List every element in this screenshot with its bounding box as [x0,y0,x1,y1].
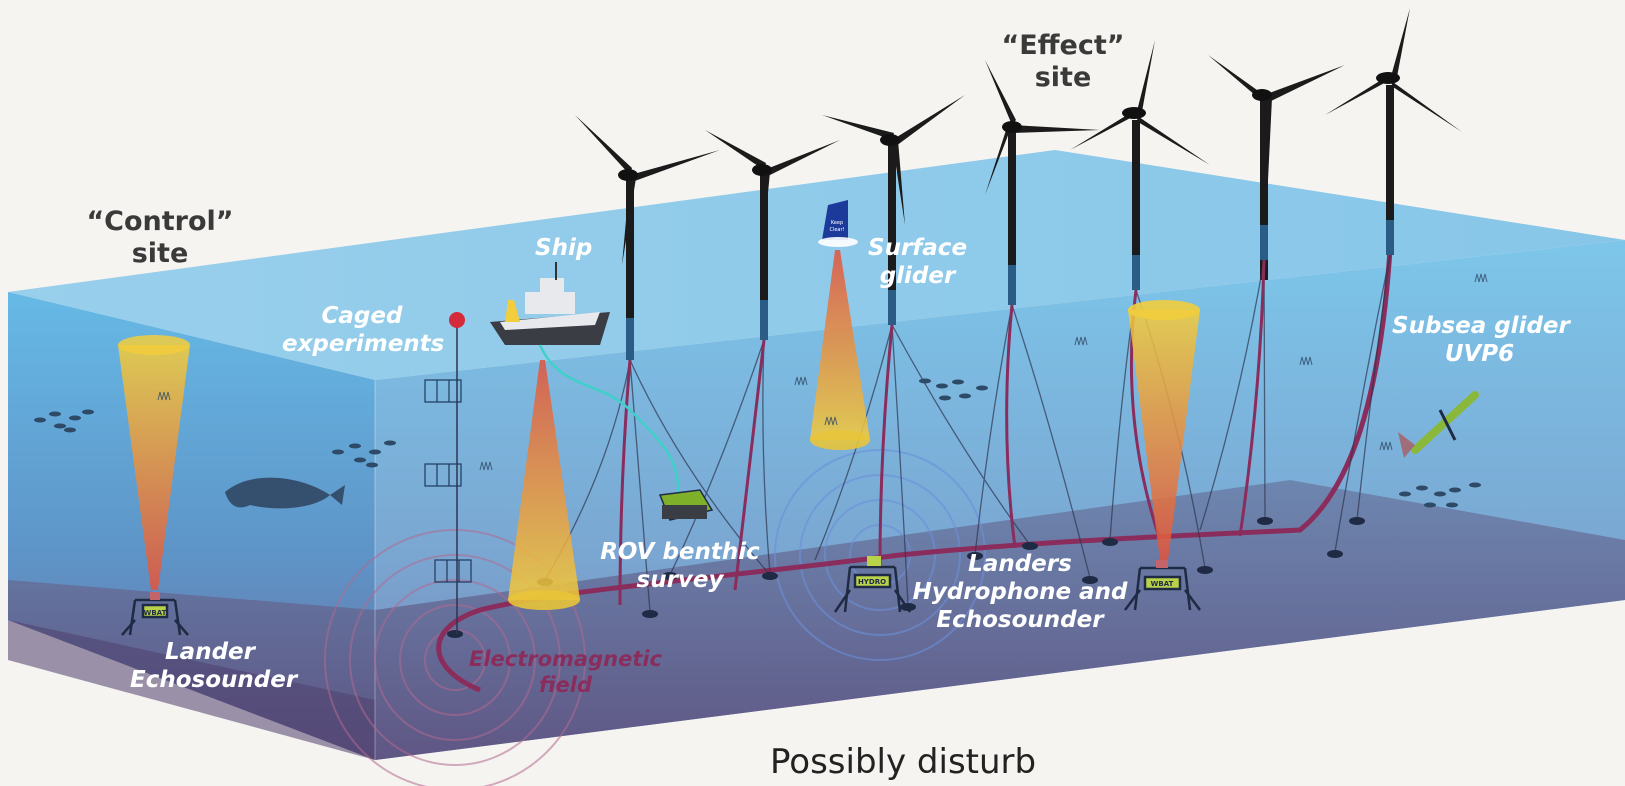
lander-hydrophone [833,556,912,613]
subsea-glider-label: Subsea glider UVP6 [1392,312,1570,368]
caged-experiments-label: Caged experiments [282,302,445,358]
ship [490,262,610,345]
subsea-glider-label-line1: Subsea glider [1392,313,1570,339]
ship-echosounder-beam [508,360,580,600]
wbat-tag-left: WBAT [144,609,167,617]
whale [225,477,345,509]
marker-buoy [449,312,465,328]
plankton [157,273,1488,471]
rov-label-line1: ROV benthic [600,539,760,565]
subsea-glider [1398,391,1479,458]
turbine [1208,55,1345,280]
turbine [705,130,840,340]
surface-glider-label: Surface glider [868,234,967,290]
cages [424,379,472,583]
seabed [8,480,1625,760]
surface-glider-label-line1: Surface [868,235,968,261]
control-lander-label-line1: Lander [165,639,255,665]
hydro-tag: HYDRO [858,578,886,586]
bottom-caption: Possibly disturb [770,742,1037,782]
turbine [822,95,965,325]
glider-echosounder-beam [810,250,870,440]
export-cable [436,249,1393,693]
subsea-glider-label-line2: UVP6 [1444,341,1515,367]
lander-control [121,592,189,636]
glider-sign-line2: Clear! [829,227,844,233]
rov-label: ROV benthic survey [595,538,765,594]
control-lander-label-line2: Echosounder [130,667,298,693]
turbine [1070,40,1210,290]
effect-site-label-line1: “Effect” [1001,30,1125,61]
rov [658,489,714,521]
em-field-rings [324,529,586,786]
landers-label-line2: Hydrophone and [912,579,1128,605]
em-field-label: Electromagnetic field [468,646,663,698]
turbine [575,115,720,360]
rov-tether [538,344,680,493]
control-lander-label: Lander Echosounder [130,638,298,694]
effect-site-label-line2: site [1034,62,1092,93]
wind-turbines [575,8,1462,360]
control-site-label-line1: “Control” [86,206,234,237]
surface-glider [818,200,858,247]
lander-wbat [1124,560,1201,611]
anchors [447,517,1365,638]
landers-label-line1: Landers [968,551,1072,577]
rov-label-line2: survey [636,567,724,593]
control-site-label: “Control” site [85,206,235,270]
effect-lander-beam [1128,310,1200,560]
caged-experiments-label-line2: experiments [282,331,445,357]
control-site-label-line2: site [131,238,189,269]
turbine [985,60,1100,305]
seabed-front-edge [8,620,375,760]
sea-surface [8,150,1625,380]
glider-sign-line1: Keep [831,220,843,226]
fish-schools [34,378,1481,508]
caged-experiments-label-line1: Caged [321,303,403,329]
effect-site-label: “Effect” site [988,30,1138,94]
control-lander-beam [118,345,190,590]
landers-label: Landers Hydrophone and Echosounder [905,550,1135,634]
mooring-lines [544,254,1391,613]
wbat-tag-right: WBAT [1151,580,1174,588]
landers-label-line3: Echosounder [936,607,1104,633]
surface-glider-label-line2: glider [879,263,956,289]
em-field-label-line1: Electromagnetic [468,647,663,671]
turbine [1325,8,1462,255]
ship-label: Ship [535,235,593,261]
em-field-label-line2: field [538,673,592,697]
